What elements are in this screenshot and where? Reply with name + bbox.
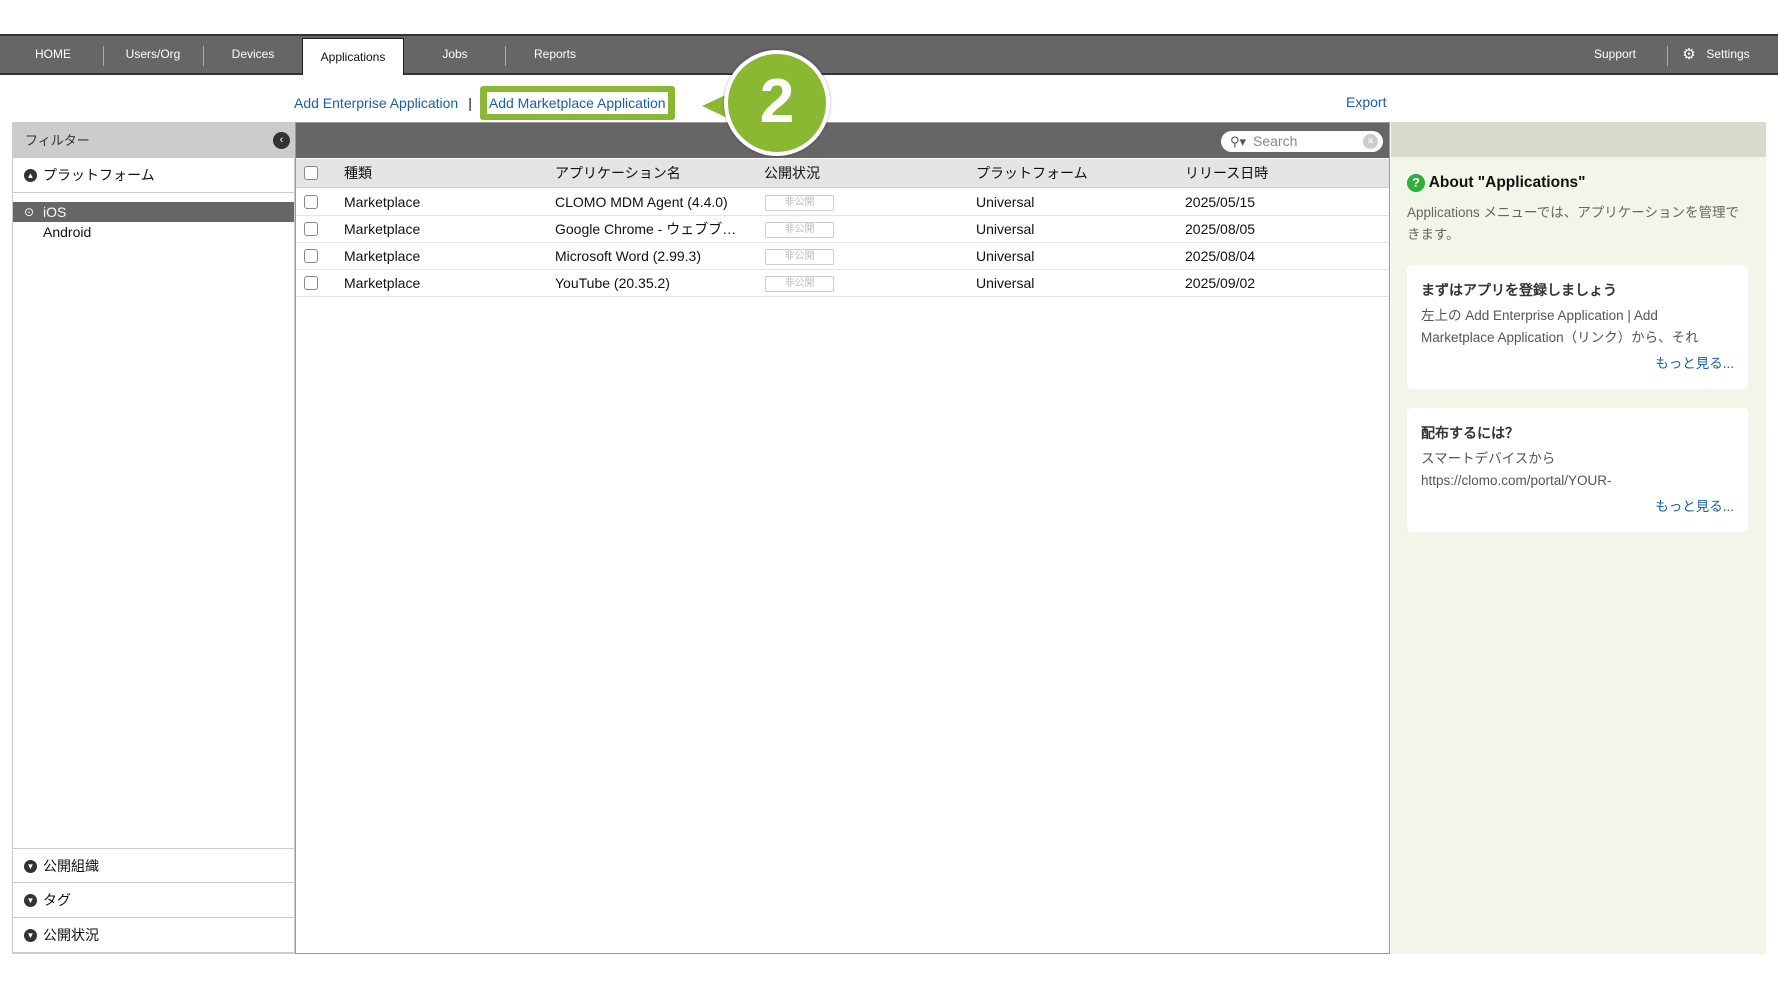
section-label: プラットフォーム [43, 167, 155, 183]
tab-home[interactable]: HOME [35, 47, 71, 61]
header-app-name[interactable]: アプリケーション名 [555, 165, 681, 181]
filter-section-platform[interactable]: ▲ プラットフォーム [13, 158, 294, 193]
more-link[interactable]: もっと見る... [1655, 499, 1734, 514]
row-checkbox[interactable] [304, 195, 318, 209]
status-badge: 非公開 [765, 195, 834, 211]
section-label: 公開組織 [43, 858, 99, 874]
support-link[interactable]: Support [1593, 47, 1637, 61]
search-placeholder: Search [1253, 133, 1298, 149]
cell-type: Marketplace [344, 248, 421, 264]
collapse-left-icon[interactable]: ‹ [273, 132, 290, 149]
platform-label: iOS [43, 204, 67, 220]
filter-section-status[interactable]: ▼ 公開状況 [13, 918, 294, 953]
chevron-down-icon: ▼ [24, 894, 37, 907]
add-marketplace-application-link[interactable]: Add Marketplace Application [486, 92, 668, 114]
table-row[interactable]: Marketplace Microsoft Word (2.99.3) 非公開 Uni… [296, 243, 1389, 270]
cell-app-name: YouTube (20.35.2) [555, 275, 670, 291]
divider [505, 46, 506, 66]
header-status[interactable]: 公開状況 [764, 165, 820, 181]
card-body: 左上の Add Enterprise Application | Add Mar… [1421, 308, 1699, 345]
cell-platform: Universal [976, 275, 1035, 291]
row-checkbox[interactable] [304, 276, 318, 290]
clear-icon[interactable]: ✕ [1363, 134, 1378, 149]
cell-type: Marketplace [344, 221, 421, 237]
cell-release-date: 2025/08/05 [1185, 221, 1256, 237]
help-panel: ? About "Applications" Applications メニュー… [1391, 122, 1766, 954]
top-nav: HOME Users/Org Devices Applications Jobs… [0, 34, 1778, 75]
more-link[interactable]: もっと見る... [1655, 356, 1734, 371]
cell-type: Marketplace [344, 194, 421, 210]
card-title: 配布するには？ [1421, 425, 1519, 441]
cell-type: Marketplace [344, 275, 421, 291]
help-panel-header [1391, 122, 1766, 157]
filter-title: フィルター [25, 133, 90, 148]
table-header: 種類 アプリケーション名 公開状況 プラットフォーム リリース日時 [296, 159, 1389, 188]
cell-platform: Universal [976, 194, 1035, 210]
cell-app-name: CLOMO MDM Agent (4.4.0) [555, 194, 728, 210]
help-title: ? About "Applications" [1407, 174, 1586, 192]
filter-header: フィルター ‹ [13, 123, 294, 158]
radio-selected-icon: ⊙ [24, 205, 35, 219]
status-badge: 非公開 [765, 222, 834, 238]
help-icon: ? [1407, 174, 1425, 192]
link-separator: | [468, 95, 472, 111]
cell-app-name: Google Chrome - ウェブブ… [555, 221, 737, 237]
tab-applications[interactable]: Applications [302, 38, 404, 75]
platform-item-ios[interactable]: ⊙ iOS [13, 202, 294, 222]
header-release-date[interactable]: リリース日時 [1185, 165, 1269, 181]
cell-release-date: 2025/09/02 [1185, 275, 1256, 291]
tab-users-org[interactable]: Users/Org [125, 47, 181, 61]
select-all-checkbox[interactable] [304, 166, 318, 180]
header-type[interactable]: 種類 [344, 165, 372, 181]
cell-app-name: Microsoft Word (2.99.3) [555, 248, 702, 264]
status-badge: 非公開 [765, 276, 834, 292]
chevron-down-icon: ▼ [24, 860, 37, 873]
settings-link[interactable]: Settings [1706, 47, 1750, 61]
add-enterprise-application-link[interactable]: Add Enterprise Application [294, 95, 459, 111]
filter-section-org[interactable]: ▼ 公開組織 [13, 848, 294, 883]
cell-platform: Universal [976, 221, 1035, 237]
section-label: タグ [43, 892, 71, 908]
card-body: スマートデバイスから https://clomo.com/portal/YOUR… [1421, 451, 1612, 488]
chevron-up-icon: ▲ [24, 169, 37, 182]
cell-platform: Universal [976, 248, 1035, 264]
tab-devices[interactable]: Devices [231, 47, 275, 61]
applications-table: ⚲▾ Search ✕ 種類 アプリケーション名 公開状況 プラットフォーム リ… [295, 122, 1390, 954]
table-row[interactable]: Marketplace YouTube (20.35.2) 非公開 Universal… [296, 270, 1389, 297]
row-checkbox[interactable] [304, 222, 318, 236]
search-input[interactable]: ⚲▾ Search ✕ [1221, 131, 1383, 152]
row-checkbox[interactable] [304, 249, 318, 263]
action-links: Add Enterprise Application | Add Marketp… [294, 86, 675, 120]
export-link[interactable]: Export [1346, 94, 1387, 110]
divider [203, 46, 204, 66]
tab-reports[interactable]: Reports [533, 47, 577, 61]
chevron-down-icon: ▼ [24, 929, 37, 942]
help-card: 配布するには？ スマートデバイスから https://clomo.com/por… [1407, 408, 1748, 532]
table-toolbar: ⚲▾ Search ✕ [296, 123, 1389, 158]
table-row[interactable]: Marketplace CLOMO MDM Agent (4.4.0) 非公開 Uni… [296, 189, 1389, 216]
filter-panel: フィルター ‹ ▲ プラットフォーム ⊙ iOS Android ▼ 公開組織 ▼ タグ… [12, 122, 295, 954]
help-title-text: About "Applications" [1428, 174, 1586, 191]
cell-release-date: 2025/08/04 [1185, 248, 1256, 264]
gear-icon: ⚙ [1682, 46, 1696, 63]
status-badge: 非公開 [765, 249, 834, 265]
search-icon: ⚲▾ [1230, 134, 1247, 149]
help-card: まずはアプリを登録しましょう 左上の Add Enterprise Applic… [1407, 265, 1748, 389]
divider [1667, 46, 1668, 66]
highlight-box: Add Marketplace Application [479, 86, 675, 120]
cell-release-date: 2025/05/15 [1185, 194, 1256, 210]
table-row[interactable]: Marketplace Google Chrome - ウェブブ… 非公開 Unive… [296, 216, 1389, 243]
platform-item-android[interactable]: Android [43, 224, 92, 240]
filter-section-tag[interactable]: ▼ タグ [13, 883, 294, 918]
section-label: 公開状況 [43, 927, 99, 943]
header-platform[interactable]: プラットフォーム [976, 165, 1088, 181]
tab-jobs[interactable]: Jobs [442, 47, 468, 61]
help-intro: Applications メニューでは、アプリケーションを管理できます。 [1407, 205, 1739, 242]
divider [103, 46, 104, 66]
step-callout: 2 [724, 50, 830, 156]
card-title: まずはアプリを登録しましょう [1421, 282, 1617, 298]
